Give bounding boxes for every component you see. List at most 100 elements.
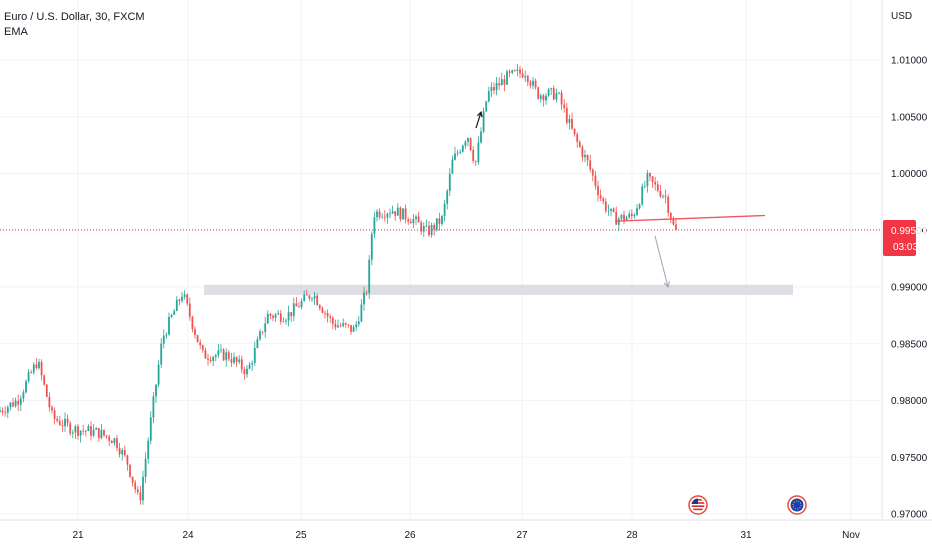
time-tick-label: 25 <box>295 530 307 541</box>
eu-flag-icon[interactable] <box>787 495 807 515</box>
candle-body <box>43 375 46 385</box>
candle-body <box>32 364 35 373</box>
price-tick-label: 0.98000 <box>891 396 928 407</box>
trendline[interactable] <box>614 214 766 222</box>
candle-body <box>51 407 53 411</box>
support-zone[interactable] <box>204 284 793 295</box>
candle-body <box>493 87 495 91</box>
candle-body <box>381 216 384 218</box>
candle-body <box>74 426 77 433</box>
candle-body <box>558 92 560 94</box>
candle-body <box>474 161 477 162</box>
candle-body <box>602 198 605 202</box>
candle-body <box>1 410 4 413</box>
candle-body <box>162 335 165 344</box>
candle-body <box>110 440 113 444</box>
symbol-title[interactable]: Euro / U.S. Dollar, 30, FXCM <box>4 11 145 23</box>
candle-body <box>233 357 235 363</box>
candle-body <box>181 296 183 301</box>
candle-body <box>147 440 150 459</box>
candle-body <box>448 173 451 191</box>
candle-body <box>126 455 129 465</box>
candle-body <box>121 450 124 455</box>
candle-body <box>19 398 22 405</box>
candle-body <box>149 417 152 441</box>
price-tick-label: 0.97000 <box>891 510 928 521</box>
projection-arrow[interactable] <box>654 235 670 289</box>
candle-body <box>339 325 342 327</box>
candle-body <box>84 430 87 432</box>
candle-body <box>360 304 363 322</box>
candle-body <box>277 313 280 315</box>
candle-body <box>480 131 482 143</box>
candle-body <box>584 155 586 158</box>
candle-body <box>207 358 209 360</box>
candle-body <box>142 476 144 501</box>
candle-body <box>545 95 547 101</box>
candle-body <box>155 384 157 397</box>
up-arrow-annotation[interactable] <box>475 111 483 129</box>
price-tick-label: 0.97500 <box>891 453 928 464</box>
candle-body <box>71 432 74 434</box>
candle-body <box>230 359 233 363</box>
candle-body <box>350 325 352 332</box>
candle-body <box>516 69 519 71</box>
candle-body <box>256 339 259 348</box>
candle-body <box>425 225 428 227</box>
candle-body <box>269 313 272 316</box>
candle-body <box>669 212 672 220</box>
candle-body <box>490 87 493 92</box>
candle-body <box>435 218 438 230</box>
candle-body <box>235 357 238 362</box>
candle-body <box>430 224 433 236</box>
us-flag-icon[interactable] <box>688 495 708 515</box>
candle-body <box>378 211 381 218</box>
candle-body <box>238 359 241 362</box>
candle-body <box>607 210 610 212</box>
candle-body <box>417 216 420 223</box>
candle-body <box>248 364 251 369</box>
candle-body <box>399 207 402 220</box>
candle-body <box>97 427 100 439</box>
candle-body <box>386 213 389 218</box>
candle-body <box>370 233 373 260</box>
indicator-label[interactable]: EMA <box>4 26 28 38</box>
time-axis[interactable]: 21 24 25 26 27 28 31 Nov <box>72 530 859 541</box>
candle-body <box>175 299 178 311</box>
candle-body <box>4 412 7 413</box>
candle-body <box>17 400 20 405</box>
candle-body <box>656 184 659 191</box>
candle-body <box>563 104 566 108</box>
candle-body <box>420 222 423 232</box>
candle-body <box>581 146 584 158</box>
candle-body <box>636 208 638 215</box>
candle-body <box>183 294 186 297</box>
candle-body <box>201 345 204 351</box>
candle-body <box>168 316 170 335</box>
candle-body <box>539 95 542 99</box>
candle-body <box>209 359 212 361</box>
current-price-tag: 0.99503 03:03 <box>883 220 928 256</box>
candle-body <box>363 292 365 305</box>
candle-body <box>599 195 602 199</box>
time-tick-label: 24 <box>182 530 194 541</box>
candle-body <box>469 138 472 151</box>
candle-body <box>573 128 576 135</box>
candle-body <box>615 211 618 225</box>
candle-body <box>578 141 581 147</box>
candle-body <box>113 438 116 444</box>
candle-body <box>6 407 9 413</box>
chart-legend[interactable]: Euro / U.S. Dollar, 30, FXCM EMA <box>4 10 145 40</box>
candle-body <box>22 392 25 399</box>
candle-body <box>464 141 467 146</box>
candle-body <box>178 299 181 301</box>
candle-body <box>433 224 436 230</box>
candle-body <box>365 292 368 294</box>
candle-body <box>116 438 118 449</box>
candle-body <box>651 176 654 182</box>
price-axis[interactable]: 1.010001.005001.000000.995000.990000.985… <box>891 56 928 521</box>
candle-body <box>329 316 332 318</box>
candle-body <box>240 359 243 370</box>
candle-body <box>620 214 623 219</box>
